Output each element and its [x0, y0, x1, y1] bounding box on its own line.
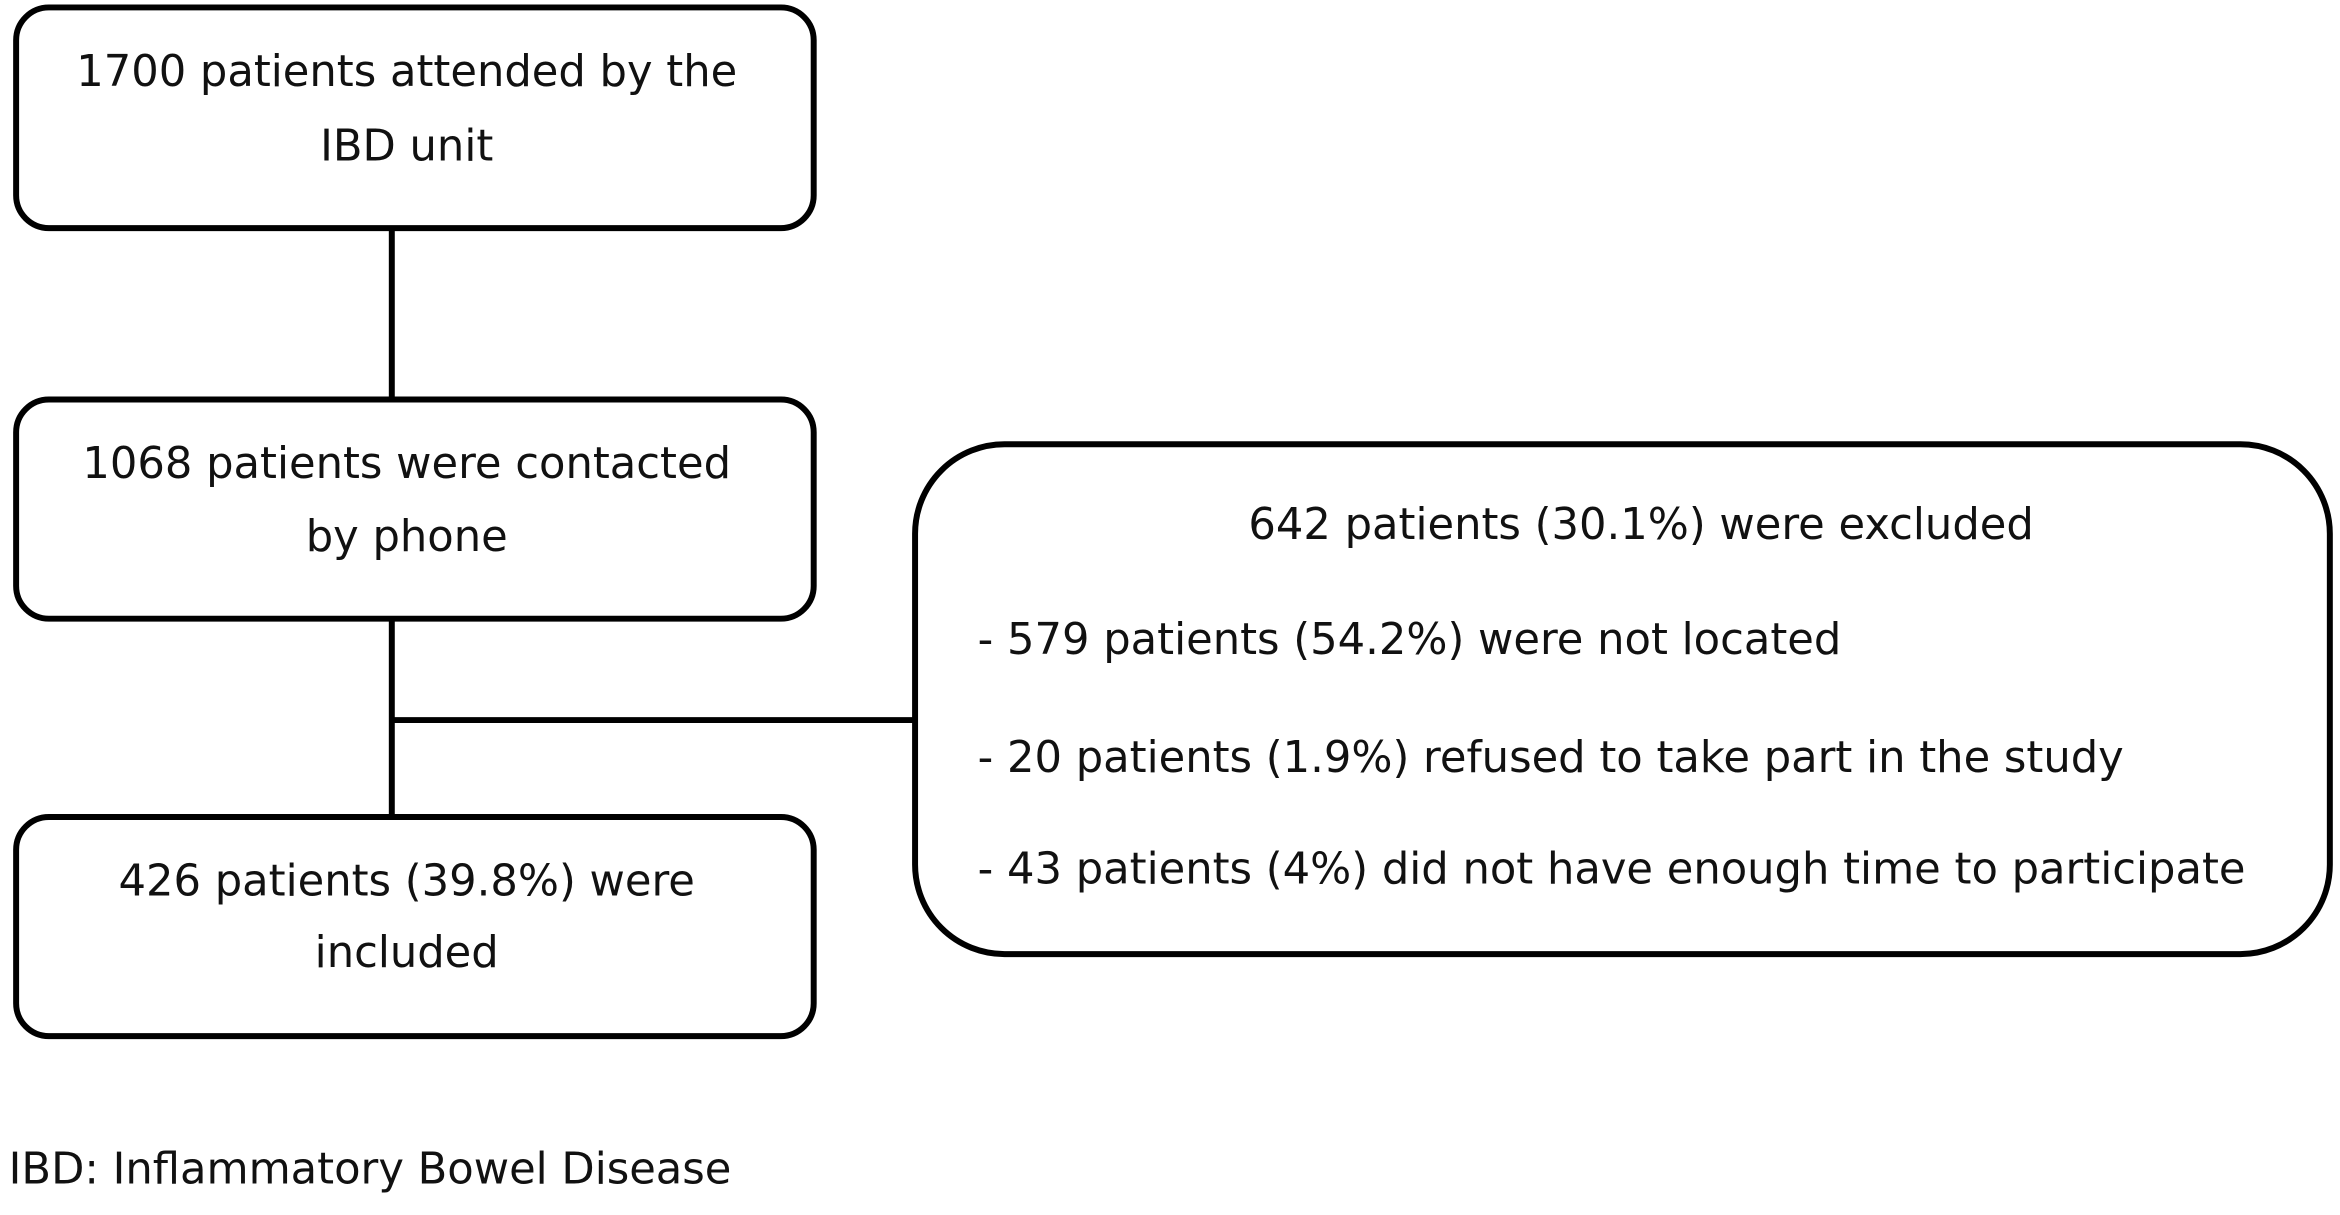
- node-text: - 20 patients (1.9%) refused to take par…: [978, 733, 2124, 783]
- node-box: [912, 441, 2333, 958]
- node-text: by phone: [306, 512, 508, 562]
- node-text: IBD unit: [320, 122, 493, 172]
- node-text: included: [315, 928, 499, 978]
- node-text: - 579 patients (54.2%) were not located: [978, 615, 1842, 665]
- footnote: IBD: Inflammatory Bowel Disease: [9, 1144, 732, 1194]
- node-text: 1700 patients attended by the: [76, 47, 737, 97]
- node-box: [13, 4, 817, 232]
- node-text: - 43 patients (4%) did not have enough t…: [978, 845, 2246, 895]
- node-box: [13, 396, 817, 622]
- node-text: 642 patients (30.1%) were excluded: [1248, 500, 2033, 550]
- node-box: [13, 813, 817, 1040]
- node-text: 1068 patients were contacted: [82, 439, 731, 489]
- node-text: 426 patients (39.8%) were: [119, 857, 695, 907]
